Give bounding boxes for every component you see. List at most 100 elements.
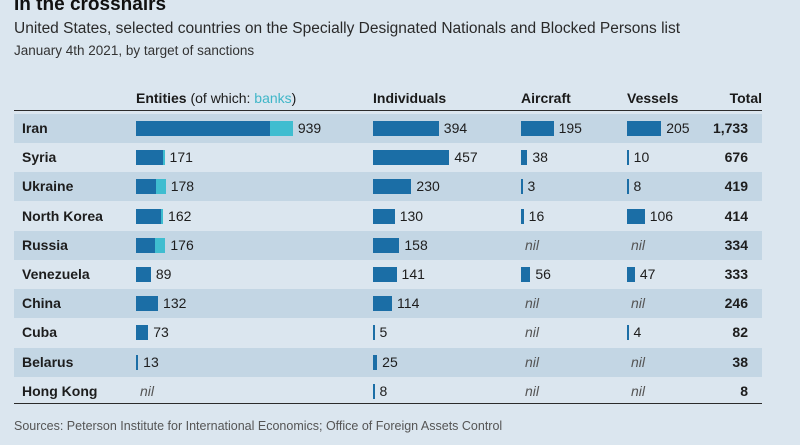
entities-bar [136,179,156,195]
individuals-bar [373,325,375,341]
vessels-nil: nil [631,236,646,253]
aircraft-bar [521,179,523,195]
country-label: Russia [22,236,68,253]
banks-bar [155,237,166,253]
entities-note-close: ) [291,90,297,106]
entities-value: 171 [169,149,193,166]
vessels-nil: nil [631,295,646,312]
individuals-bar [373,121,439,136]
aircraft-bar [521,267,531,282]
total-value: 334 [724,236,748,253]
aircraft-nil: nil [525,236,540,253]
aircraft-bar [521,208,524,224]
entities-bar [136,121,270,136]
individuals-value: 114 [397,295,420,312]
bottom-rule [14,403,762,404]
entities-value: 132 [163,295,187,312]
vessels-value: 10 [633,149,650,166]
table-row: North Korea 162 130 16 106 414 [14,202,762,231]
individuals-value: 158 [404,236,428,253]
individuals-bar [373,208,395,224]
total-value: 333 [724,266,748,282]
total-value: 414 [724,207,748,224]
individuals-value: 141 [401,266,425,282]
individuals-bar [373,150,450,166]
individuals-value: 457 [454,149,478,166]
vessels-bar [627,325,629,341]
total-value: 246 [724,295,748,312]
individuals-value: 8 [379,382,388,399]
country-label: Syria [22,149,57,166]
entities-value: 89 [155,266,172,282]
vessels-value: 47 [639,266,656,282]
chart-subtitle: United States, selected countries on the… [14,20,681,37]
aircraft-nil: nil [525,353,540,370]
country-label: China [22,295,61,312]
individuals-value: 5 [379,324,388,341]
entities-bar [136,208,162,224]
aircraft-value: 56 [535,266,551,282]
aircraft-nil: nil [525,295,540,312]
column-header-individuals: Individuals [373,90,447,106]
entities-value: 13 [143,353,159,370]
entities-value: 178 [170,178,195,195]
total-value: 419 [724,178,748,195]
aircraft-bar [521,121,554,136]
vessels-nil: nil [631,353,646,370]
individuals-value: 130 [399,207,424,224]
vessels-bar [627,121,662,136]
total-value: 38 [732,353,748,370]
vessels-value: 4 [633,324,642,341]
column-header-aircraft: Aircraft [521,90,571,106]
entities-bar [136,237,156,253]
table-row: Belarus 13 25 nil nil 38 [14,347,762,377]
entities-value: 939 [297,120,322,136]
country-label: Belarus [22,353,74,370]
country-label: Venezuela [22,266,90,282]
entities-bar [136,296,159,312]
table-row: China 132 114 nil nil 246 [14,289,762,319]
vessels-value: 205 [666,120,690,136]
banks-bar [269,121,293,136]
source-note: Sources: Peterson Institute for Internat… [14,419,503,433]
table-row: Ukraine 178 230 3 8 419 [14,172,762,202]
country-label: Ukraine [22,178,74,195]
individuals-bar [373,179,412,195]
aircraft-nil: nil [525,382,540,399]
column-header-total: Total [729,90,762,106]
table-row: Hong Kong nil 8 nil nil 8 [14,377,762,406]
column-header-vessels: Vessels [627,90,679,106]
total-value: 676 [724,149,748,166]
table-row: Iran 939 394 195 205 1,733 [14,114,762,143]
entities-nil: nil [140,382,155,399]
entities-bar [136,325,149,341]
aircraft-value: 3 [527,178,536,195]
individuals-bar [373,296,393,312]
total-value: 8 [740,382,748,399]
entities-value: 162 [168,207,192,224]
country-label: Cuba [22,324,57,341]
table-row: Syria 171 457 38 10 676 [14,143,762,172]
entities-value: 176 [170,236,194,253]
vessels-nil: nil [631,382,646,399]
individuals-value: 230 [416,178,440,195]
table-row: Russia 176 158 nil nil 334 [14,230,762,260]
date-line: January 4th 2021, by target of sanctions [14,43,255,58]
vessels-bar [627,208,645,224]
entities-value: 73 [153,324,169,341]
table-row: Cuba 73 5 nil 4 82 [14,318,762,347]
entities-bar [136,354,139,370]
aircraft-bar [521,150,528,166]
country-label: North Korea [22,207,103,224]
vessels-bar [627,150,629,166]
entities-label: Entities [136,90,187,106]
aircraft-value: 38 [532,149,548,166]
vessels-bar [627,267,635,282]
banks-bar [162,150,165,166]
individuals-value: 25 [382,353,398,370]
table-row: Venezuela 89 141 56 47 333 [14,260,762,289]
country-label: Iran [22,120,48,136]
individuals-bar [373,354,378,370]
entities-note: (of which: [186,90,255,106]
individuals-bar [373,383,375,399]
